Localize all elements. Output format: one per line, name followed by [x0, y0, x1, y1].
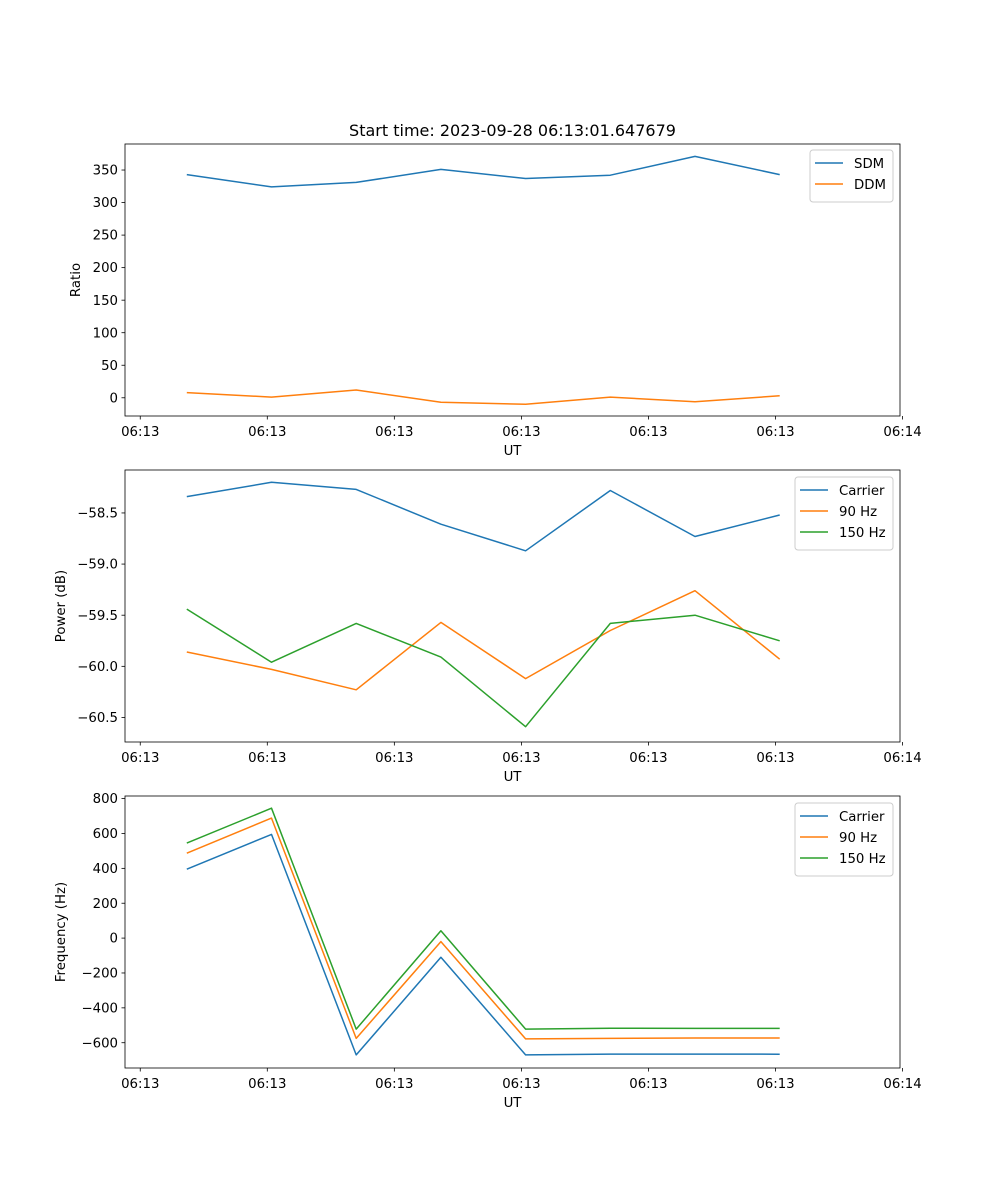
x-tick-label: 06:13: [502, 751, 540, 766]
x-tick-label: 06:14: [883, 425, 921, 440]
x-tick-label: 06:13: [629, 751, 667, 766]
plot-frame: [124, 795, 901, 1069]
plot-frame: [124, 143, 901, 417]
x-tick-label: 06:13: [121, 1077, 159, 1092]
legend-label: 150 Hz: [839, 852, 886, 867]
series-line-sdm: [186, 155, 780, 188]
y-axis-label: Frequency (Hz): [54, 882, 69, 982]
y-tick-label: −400: [81, 1001, 118, 1016]
y-tick-label: 350: [93, 164, 118, 179]
y-tick-label: −200: [81, 967, 118, 982]
y-tick-label: 0: [110, 932, 118, 947]
series-line-ddm: [186, 389, 780, 406]
x-tick-label: 06:13: [756, 425, 794, 440]
x-tick-label: 06:13: [756, 1077, 794, 1092]
x-tick-label: 06:13: [502, 1077, 540, 1092]
x-tick-label: 06:13: [756, 751, 794, 766]
y-tick-label: −59.5: [77, 609, 118, 624]
legend-label: Carrier: [839, 810, 885, 825]
legend: Carrier 90 Hz 150 Hz: [794, 476, 894, 551]
y-axis: −58.5 −59.0 −59.5 −60.0 −60.5: [77, 507, 125, 726]
chart-title: Start time: 2023-09-28 06:13:01.647679: [349, 121, 676, 140]
legend-label: 90 Hz: [839, 831, 877, 846]
chart-panel-1: Start time: 2023-09-28 06:13:01.647679 0 5…: [69, 121, 922, 459]
y-axis: 0 50 100 150 200 250 300 350: [93, 164, 125, 406]
legend: Carrier 90 Hz 150 Hz: [794, 802, 894, 877]
x-tick-label: 06:13: [121, 751, 159, 766]
x-tick-label: 06:13: [375, 751, 413, 766]
legend-label: 150 Hz: [839, 526, 886, 541]
y-tick-label: 200: [93, 261, 118, 276]
y-tick-label: 600: [93, 827, 118, 842]
x-tick-label: 06:13: [502, 425, 540, 440]
x-tick-label: 06:13: [121, 425, 159, 440]
y-tick-label: 50: [101, 359, 118, 374]
series-line-carrier: [186, 481, 780, 552]
legend-label: Carrier: [839, 484, 885, 499]
y-tick-label: 200: [93, 897, 118, 912]
x-tick-label: 06:13: [248, 751, 286, 766]
plot-frame: [124, 469, 901, 743]
x-tick-label: 06:14: [883, 1077, 921, 1092]
series-line-90-hz: [186, 589, 781, 691]
series-line-150-hz: [186, 807, 780, 1030]
x-axis-label: UT: [504, 444, 523, 459]
y-axis-label: Ratio: [69, 263, 84, 297]
legend: SDM DDM: [809, 149, 894, 203]
x-tick-label: 06:13: [629, 425, 667, 440]
y-tick-label: −600: [81, 1036, 118, 1051]
legend-label: 90 Hz: [839, 505, 877, 520]
x-tick-label: 06:13: [629, 1077, 667, 1092]
x-axis-label: UT: [504, 1096, 523, 1111]
y-tick-label: 100: [93, 326, 118, 341]
y-tick-label: 150: [93, 294, 118, 309]
y-tick-label: −59.0: [77, 558, 118, 573]
y-axis: 800 600 400 200 0 −200 −400 −600: [81, 792, 125, 1051]
y-tick-label: −60.0: [77, 660, 118, 675]
y-tick-label: −58.5: [77, 507, 118, 522]
chart-panel-2: −58.5−59.0−59.5−60.0−60.506:13 06:13 06:13…: [54, 469, 922, 785]
y-axis-label: Power (dB): [54, 570, 69, 642]
legend-label: SDM: [854, 157, 884, 172]
y-tick-label: 300: [93, 196, 118, 211]
x-axis: 06:13 06:13 06:13 06:13 06:13 06:13 06:14: [121, 416, 922, 440]
x-tick-label: 06:13: [248, 1077, 286, 1092]
y-tick-label: 800: [93, 792, 118, 807]
x-axis: 06:13 06:13 06:13 06:13 06:13 06:13 06:14: [121, 742, 922, 766]
x-axis: 06:13 06:13 06:13 06:13 06:13 06:13 06:14: [121, 1068, 922, 1092]
x-tick-label: 06:13: [248, 425, 286, 440]
x-tick-label: 06:13: [375, 1077, 413, 1092]
y-tick-label: 400: [93, 862, 118, 877]
series-line-carrier: [186, 833, 780, 1056]
y-tick-label: 250: [93, 229, 118, 244]
x-tick-label: 06:13: [375, 425, 413, 440]
x-axis-label: UT: [504, 770, 523, 785]
x-tick-label: 06:14: [883, 751, 921, 766]
legend-label: DDM: [854, 178, 886, 193]
series-line-150-hz: [186, 608, 780, 728]
y-tick-label: 0: [110, 391, 118, 406]
y-tick-label: −60.5: [77, 711, 118, 726]
series-line-90-hz: [186, 817, 780, 1040]
